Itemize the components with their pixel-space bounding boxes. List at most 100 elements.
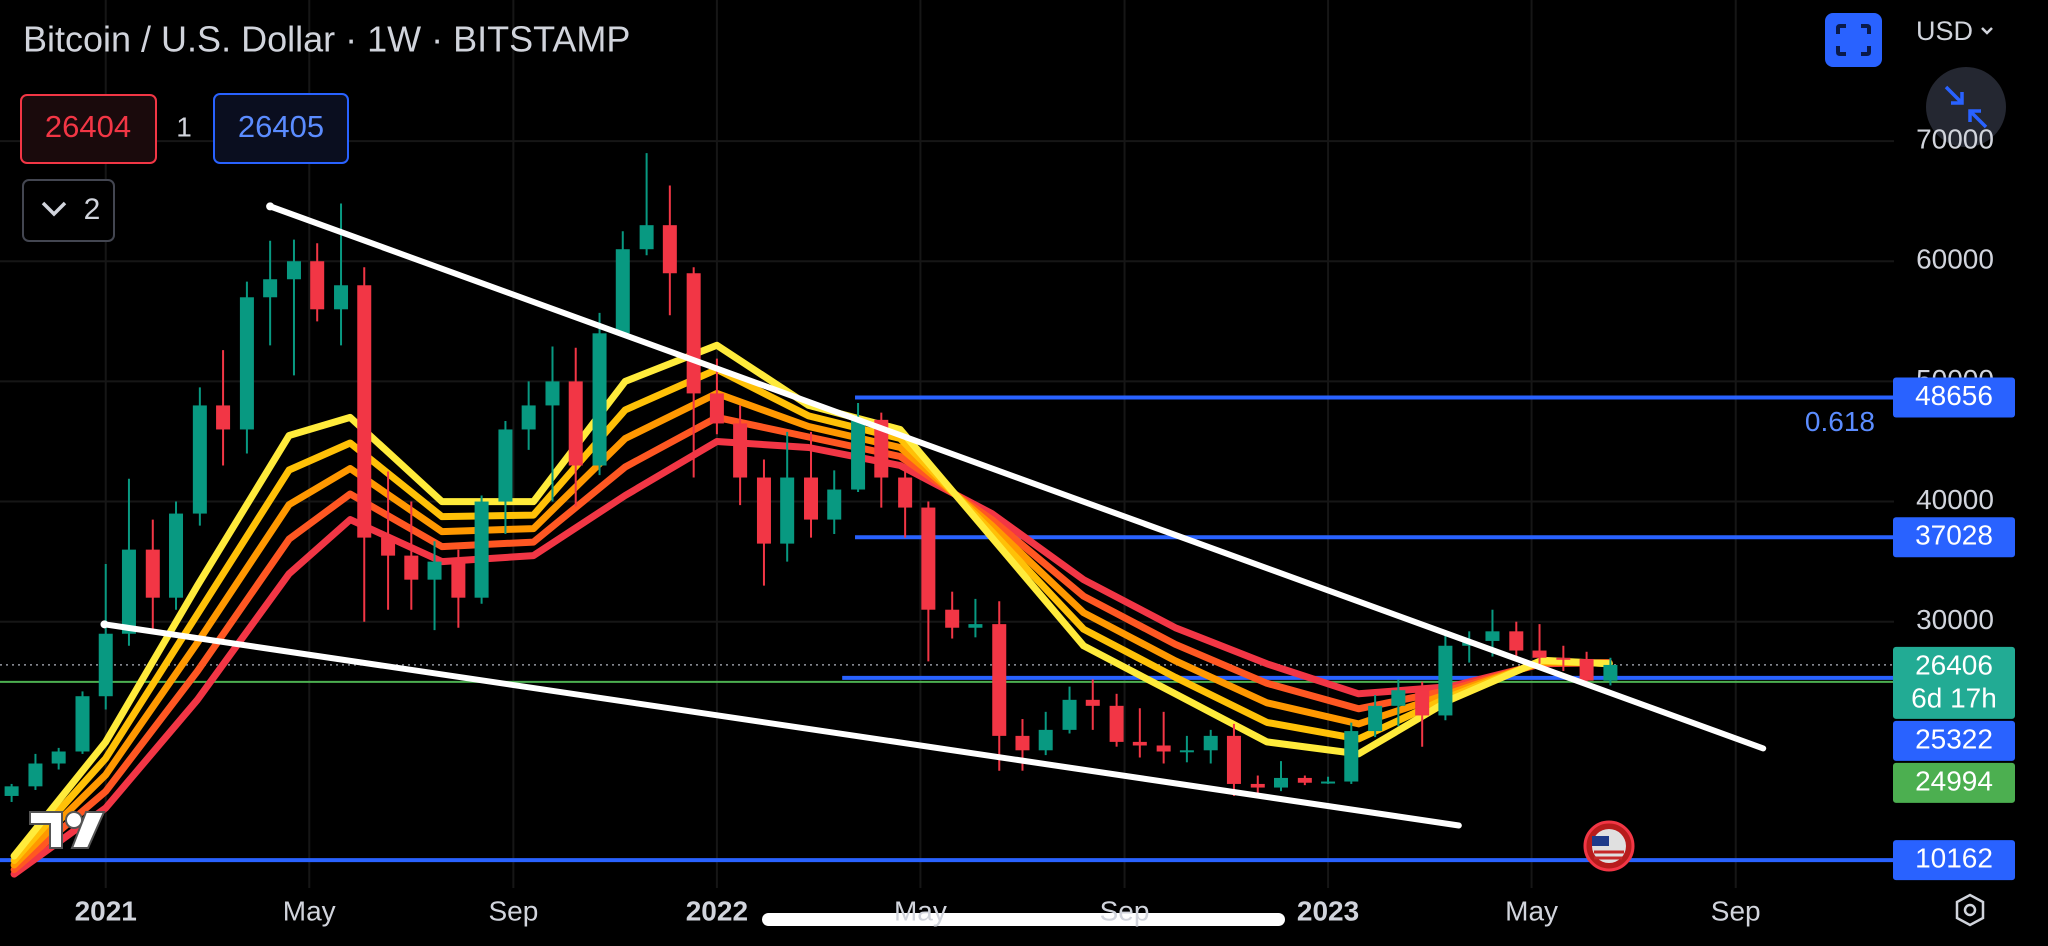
candle-body: [1038, 729, 1053, 751]
candle-body: [804, 477, 819, 520]
candle-body: [921, 507, 936, 610]
candle-body: [75, 696, 90, 752]
candle-body: [592, 333, 607, 466]
level-label-text: 10162: [1915, 842, 1993, 873]
overlay: Bitcoin / U.S. Dollar · 1W · BITSTAMP 26…: [20, 13, 2015, 927]
candle-body: [98, 633, 113, 697]
level-label-text: 25322: [1915, 723, 1993, 754]
level-label-box: [1893, 720, 2015, 761]
fib-label: 0.618: [1805, 406, 1875, 437]
candle-body: [1556, 657, 1571, 660]
candle-body: [451, 561, 466, 598]
candle-body: [898, 477, 913, 508]
bid-price: 26404: [45, 109, 131, 144]
ribbon-line: [10, 438, 1613, 878]
ribbon-line: [10, 413, 1613, 874]
y-tick-label: 30000: [1916, 604, 1994, 635]
candle-body: [1532, 650, 1547, 658]
settings-icon[interactable]: [1955, 893, 1985, 927]
x-tick-label: 2021: [75, 895, 137, 926]
ask-button[interactable]: [213, 93, 349, 164]
ribbon-line: [10, 365, 1613, 864]
ribbon-line: [10, 341, 1613, 860]
candle-body: [639, 225, 654, 250]
candle-body: [615, 249, 630, 334]
candle-body: [1297, 777, 1312, 783]
trendline-anchor: [266, 202, 275, 211]
candle-body: [945, 609, 960, 628]
candle-body: [216, 405, 231, 430]
last-price-label-box: [1893, 646, 2015, 719]
candle-body: [874, 419, 889, 478]
candle-body: [169, 513, 184, 598]
candle-body: [286, 261, 301, 280]
level-label-box: [1893, 517, 2015, 558]
x-tick-label: 2023: [1297, 895, 1359, 926]
candle-body: [121, 549, 136, 634]
ribbon-line: [10, 389, 1613, 869]
candle-body: [1156, 745, 1171, 752]
y-tick-label: 70000: [1916, 123, 1994, 154]
currency-chevron: [1981, 27, 1993, 35]
level-label-box: [1893, 377, 2015, 418]
candle-body: [263, 279, 278, 298]
candle-body: [1579, 658, 1594, 681]
candle-body: [334, 285, 349, 310]
candle-body: [733, 423, 748, 478]
candle-body: [1062, 699, 1077, 730]
event-flag[interactable]: [1583, 820, 1635, 872]
candle-body: [145, 549, 160, 598]
candle-body: [992, 624, 1007, 736]
chevron-icon: [41, 201, 67, 217]
x-tick-label: May: [283, 895, 336, 926]
candle-body: [1226, 735, 1241, 784]
candle-body: [1015, 735, 1030, 751]
x-tick-label: May: [894, 895, 947, 926]
currency[interactable]: USD: [1916, 16, 1973, 46]
candle-body: [4, 786, 19, 796]
fullscreen-icon: [1836, 24, 1871, 56]
candle-body: [1109, 705, 1124, 742]
candle-body: [357, 285, 372, 538]
bid-button[interactable]: [20, 94, 157, 164]
settings-icon-center: [1963, 903, 1977, 917]
candle-body: [709, 393, 724, 424]
trendline: [267, 203, 1767, 752]
candle-body: [1085, 699, 1100, 706]
level-label-box: [1893, 762, 2015, 803]
candle-body: [1509, 631, 1524, 651]
ask-price: 26405: [238, 109, 324, 144]
candle-body: [381, 537, 396, 556]
candle-body: [404, 555, 419, 580]
home-indicator: [762, 913, 1285, 926]
candle-body: [1250, 783, 1265, 788]
level-label-text: 37028: [1915, 520, 1993, 551]
y-tick-label: 40000: [1916, 484, 1994, 515]
y-tick-label: 60000: [1916, 244, 1994, 275]
candle-body: [310, 261, 325, 310]
candle-body: [427, 561, 442, 580]
candle-body: [1415, 690, 1430, 716]
candle-body: [1179, 750, 1194, 753]
last-price-label-countdown: 6d 17h: [1911, 682, 1997, 713]
candle-body: [1344, 731, 1359, 782]
x-tick-label: Sep: [488, 895, 538, 926]
candle-body: [521, 405, 536, 430]
fullscreen-button[interactable]: [1825, 13, 1882, 67]
level-label-text: 24994: [1915, 765, 1993, 796]
candle-body: [968, 624, 983, 628]
candle-body: [686, 273, 701, 394]
x-tick-label: May: [1505, 895, 1558, 926]
candle-body: [780, 477, 795, 544]
level-label-text: 48656: [1915, 380, 1993, 411]
candle-body: [239, 297, 254, 430]
candle-body: [51, 751, 66, 764]
x-tick-label: 2022: [686, 895, 748, 926]
chart-title: Bitcoin / U.S. Dollar · 1W · BITSTAMP: [23, 19, 630, 60]
candle-body: [192, 405, 207, 514]
candle-body: [1203, 735, 1218, 751]
candle-body: [28, 763, 43, 787]
plot-area: [0, 0, 1894, 888]
indicators-toggle[interactable]: [22, 179, 115, 242]
spread: 1: [176, 111, 192, 142]
